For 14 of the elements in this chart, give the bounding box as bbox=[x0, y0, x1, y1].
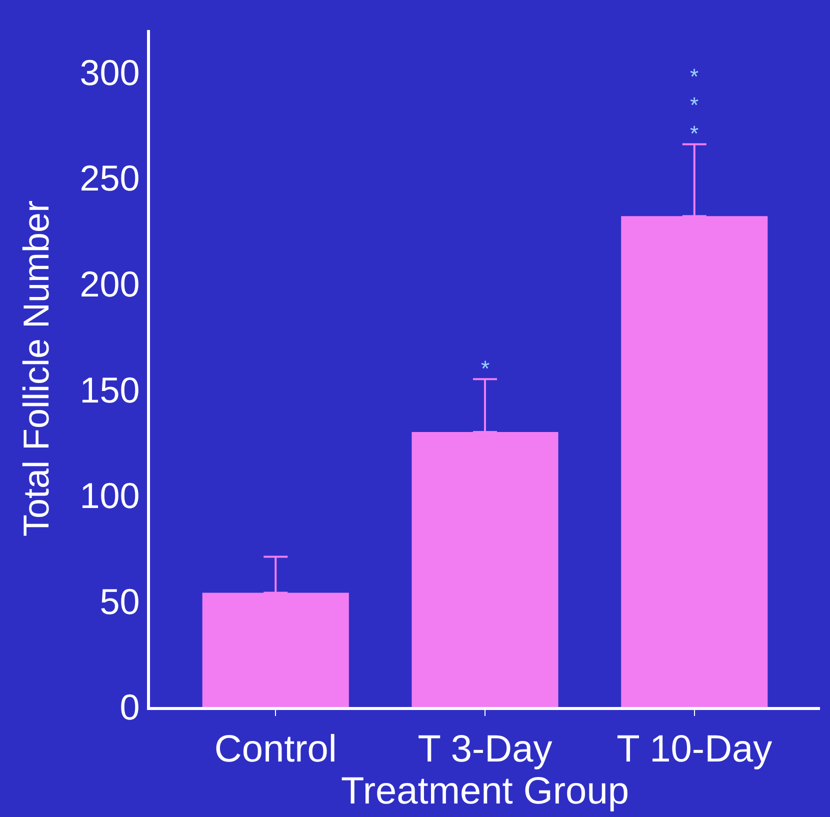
y-tick-label: 250 bbox=[80, 158, 140, 199]
y-tick-label: 0 bbox=[120, 686, 140, 728]
annotation: *** bbox=[690, 64, 699, 146]
annotation: * bbox=[481, 356, 490, 381]
x-tick-label: T 10-Day bbox=[616, 728, 772, 771]
y-tick-label: 150 bbox=[80, 369, 140, 410]
x-axis-title: Treatment Group bbox=[341, 770, 629, 813]
y-tick-label: 300 bbox=[80, 52, 140, 93]
y-tick-label: 100 bbox=[80, 475, 140, 516]
x-tick-label: Control bbox=[214, 728, 337, 771]
y-axis-title: Total Follicle Number bbox=[16, 200, 57, 537]
y-tick-label: 50 bbox=[100, 580, 140, 622]
x-tick-label: T 3-Day bbox=[418, 728, 552, 771]
y-tick-label: 200 bbox=[80, 263, 140, 304]
